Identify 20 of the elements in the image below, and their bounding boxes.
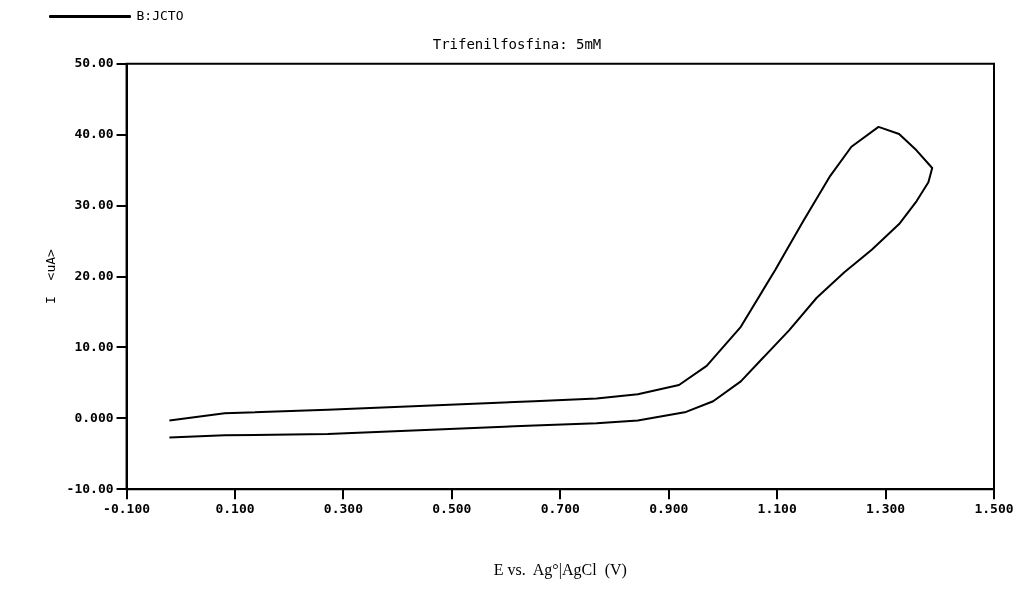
x-tick-label: 1.300 (866, 501, 906, 517)
y-tick-label: 20.00 (74, 267, 114, 283)
x-tick-label: 1.100 (757, 501, 797, 517)
x-tick-label: -0.100 (103, 501, 151, 517)
y-tick-label: 40.00 (74, 126, 114, 142)
text: B:JCTO (136, 7, 184, 23)
x-tick-label: 1.500 (974, 501, 1014, 517)
y-axis-title: I <uA> (43, 248, 59, 304)
x-tick-label: 0.300 (323, 501, 364, 517)
y-tick-label: 30.00 (74, 196, 114, 212)
x-tick-label: 0.900 (649, 501, 689, 517)
y-tick-label: 0.000 (74, 409, 114, 425)
y-tick-label: -10.00 (66, 480, 114, 496)
x-tick-label: 0.100 (215, 501, 255, 517)
chart-title: Trifenilfosfina: 5mM (432, 36, 602, 53)
y-tick-label: 50.00 (74, 55, 114, 71)
x-axis-title: E vs. Ag°|AgCl (V) (493, 560, 627, 579)
y-tick-label: 10.00 (74, 338, 114, 354)
x-tick-label: 0.700 (540, 501, 581, 517)
x-tick-label: 0.500 (432, 501, 472, 517)
